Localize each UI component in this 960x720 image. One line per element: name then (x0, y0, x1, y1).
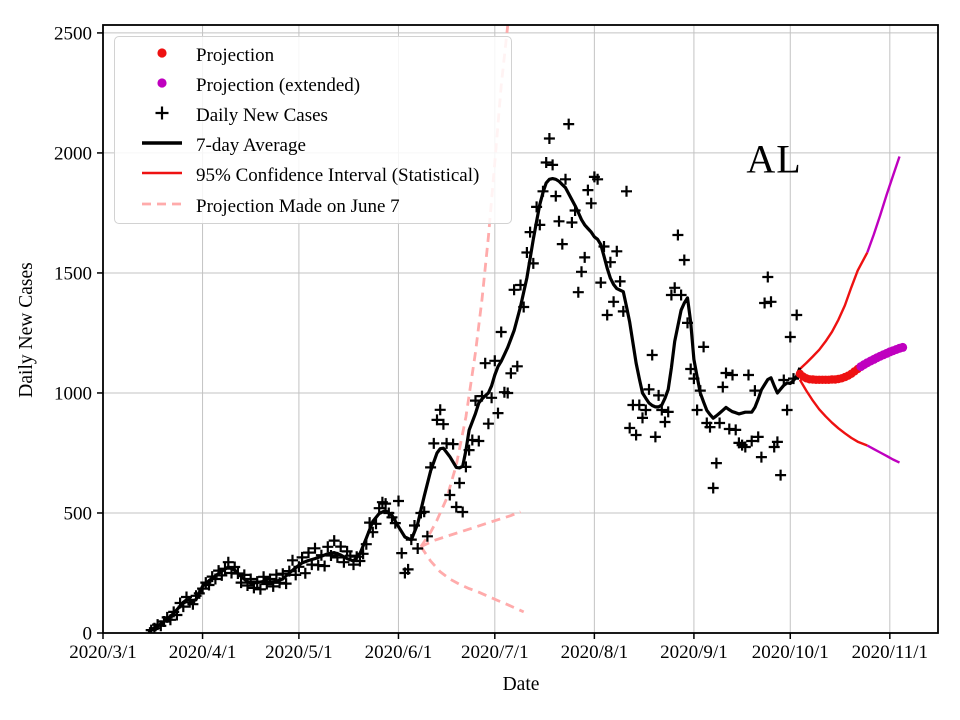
legend-item: Projection Made on June 7 (115, 191, 511, 221)
series-june7-projection-lower (419, 545, 525, 614)
x-tick-label: 2020/4/1 (169, 642, 237, 663)
y-tick-label: 2500 (54, 23, 92, 44)
series-projection-extended (856, 342, 908, 372)
legend-label: Projection (196, 44, 275, 66)
series-june7-projection-mid (420, 510, 522, 548)
state-annotation: AL (746, 136, 802, 182)
x-tick-label: 2020/11/1 (852, 642, 928, 663)
line-marker-icon (141, 162, 183, 189)
legend-item: Daily New Cases (115, 100, 511, 130)
x-tick-label: 2020/10/1 (752, 642, 829, 663)
legend-label: Projection (extended) (196, 74, 361, 96)
tick-labels: 2020/3/1 2020/4/1 2020/5/1 2020/6/1 2020/7/1… (54, 23, 928, 663)
legend-item: 95% Confidence Interval (Statistical) (115, 161, 511, 191)
legend-label: Daily New Cases (196, 104, 328, 126)
x-tick-label: 2020/9/1 (660, 642, 728, 663)
x-tick-label: 2020/8/1 (561, 642, 629, 663)
series-ci-upper (799, 251, 869, 370)
y-tick-label: 0 (83, 624, 93, 645)
legend-label: 7-day Average (196, 135, 306, 157)
y-tick-label: 1500 (54, 263, 92, 284)
legend: Projection Projection (extended) Daily New… (114, 36, 512, 224)
axis-ticks (97, 32, 891, 639)
series-seven-day-average (147, 177, 802, 633)
dot-marker-icon (141, 42, 183, 69)
legend-label: 95% Confidence Interval (Statistical) (196, 165, 480, 187)
series-ci-lower (798, 379, 868, 447)
x-tick-label: 2020/5/1 (265, 642, 333, 663)
x-tick-label: 2020/3/1 (69, 642, 137, 663)
x-tick-label: 2020/6/1 (365, 642, 433, 663)
series-ci-upper-extended (866, 156, 901, 253)
gridlines (102, 25, 938, 634)
legend-label: Projection Made on June 7 (196, 195, 400, 217)
y-tick-label: 1000 (54, 383, 92, 404)
y-tick-label: 2000 (54, 143, 92, 164)
legend-item: 7-day Average (115, 131, 511, 161)
series-projection (795, 362, 866, 384)
plus-marker-icon (141, 102, 183, 129)
x-tick-label: 2020/7/1 (461, 642, 529, 663)
plot-area (145, 25, 908, 633)
series-daily-new-cases (145, 118, 803, 633)
legend-item: Projection (115, 40, 511, 70)
legend-item: Projection (extended) (115, 70, 511, 100)
dot-marker-icon (141, 72, 183, 99)
dashed-marker-icon (141, 193, 183, 220)
y-axis-label: Daily New Cases (16, 262, 37, 398)
line-marker-icon (141, 132, 183, 159)
x-axis-label: Date (502, 674, 540, 695)
y-tick-label: 500 (64, 503, 93, 524)
series-ci-lower-extended (866, 444, 901, 464)
plot-border (102, 24, 939, 634)
